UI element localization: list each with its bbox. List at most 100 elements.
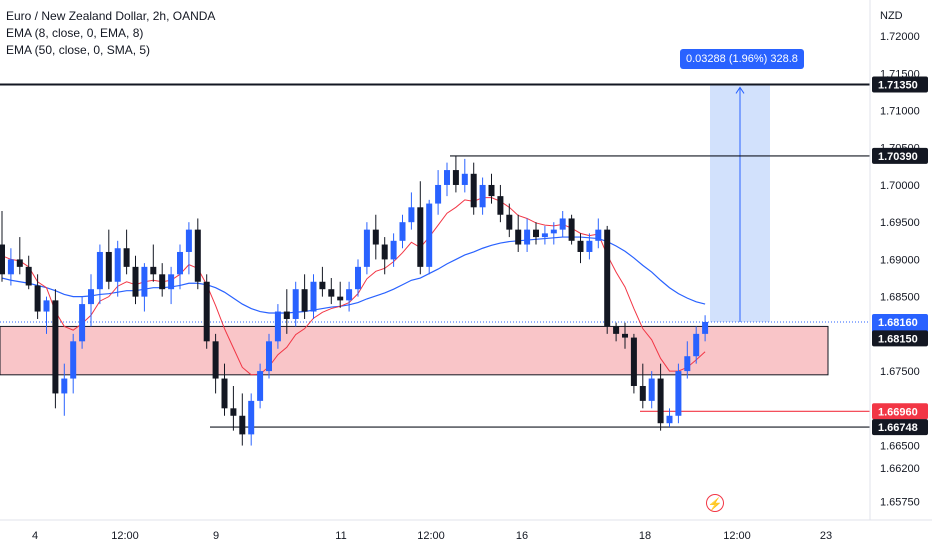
- candle-body: [239, 415, 246, 435]
- candle-body: [328, 289, 335, 297]
- candle-body: [684, 356, 691, 372]
- y-tick-label: 1.66500: [880, 441, 920, 453]
- y-tick-label: 1.69000: [880, 254, 920, 266]
- candle-body: [61, 378, 68, 394]
- chart-legend: Euro / New Zealand Dollar, 2h, OANDA EMA…: [6, 8, 215, 59]
- candle-body: [426, 203, 433, 267]
- candle-body: [168, 274, 175, 290]
- x-tick-label: 4: [32, 530, 38, 542]
- y-tick-label: 1.65750: [880, 496, 920, 508]
- candle-body: [381, 244, 388, 260]
- candle-body: [177, 251, 183, 275]
- price-tag-label: 1.66960: [878, 406, 918, 418]
- candle-body: [292, 289, 299, 319]
- price-tags: 1.713501.703901.6816001:54:191.681501.66…: [872, 76, 928, 436]
- candle-body: [257, 371, 264, 401]
- lightning-icon[interactable]: ⚡: [706, 494, 724, 512]
- candle-body: [123, 248, 130, 267]
- candle-body: [461, 173, 468, 185]
- candle-body: [693, 333, 700, 357]
- candle-body: [248, 400, 255, 435]
- candle-body: [221, 378, 228, 409]
- candle-body: [105, 251, 112, 282]
- candle-body: [355, 266, 361, 290]
- candle-body: [52, 300, 59, 394]
- candle-body: [506, 214, 513, 230]
- candle-body: [515, 229, 522, 245]
- y-tick-label: 1.67500: [880, 366, 920, 378]
- candle-body: [185, 229, 192, 252]
- candle-body: [114, 248, 121, 282]
- candle-body: [613, 326, 620, 334]
- symbol-title[interactable]: Euro / New Zealand Dollar, 2h, OANDA: [6, 9, 216, 23]
- measure-arrowhead: [735, 86, 745, 94]
- candle-body: [266, 341, 272, 372]
- candle-body: [675, 371, 682, 416]
- candle-body: [7, 259, 14, 275]
- y-tick-label: 1.71000: [880, 106, 920, 118]
- candle-body: [702, 321, 709, 334]
- candle-body: [212, 341, 219, 379]
- candle-body: [70, 341, 77, 379]
- candle-body: [657, 378, 664, 424]
- x-tick-label: 12:00: [417, 530, 445, 542]
- indicator-ema-50[interactable]: EMA (50, close, 0, SMA, 5): [6, 43, 151, 57]
- candles: [0, 155, 709, 446]
- candle-body: [34, 285, 41, 312]
- candle-body: [435, 184, 442, 204]
- price-tag-bg: [872, 330, 928, 347]
- x-tick-label: 16: [516, 530, 528, 542]
- candle-body: [310, 281, 317, 312]
- price-tag-bg: [872, 403, 928, 420]
- price-tag-label: 1.71350: [878, 79, 918, 91]
- x-tick-label: 9: [213, 530, 219, 542]
- candle-body: [595, 229, 602, 241]
- candle-body: [604, 229, 611, 327]
- candle-body: [533, 229, 539, 238]
- candle-body: [319, 281, 326, 290]
- candle-body: [88, 289, 94, 305]
- candle-body: [194, 229, 201, 282]
- price-tag-bg: [872, 419, 928, 436]
- candle-body: [346, 289, 353, 301]
- x-tick-label: 12:00: [723, 530, 751, 542]
- candle-body: [568, 218, 575, 241]
- price-tag-bg: [872, 147, 928, 164]
- candle-body: [630, 337, 637, 386]
- candle-body: [390, 240, 397, 260]
- candle-body: [274, 311, 281, 342]
- measure-label: 0.03288 (1.96%) 328.8: [680, 49, 804, 69]
- candle-body: [524, 229, 531, 245]
- candle-body: [230, 408, 237, 416]
- candle-body: [363, 229, 370, 267]
- y-tick-label: 1.72000: [880, 31, 920, 43]
- ema-8-line: [1, 197, 706, 376]
- candle-body: [622, 333, 628, 338]
- candle-body: [203, 281, 210, 342]
- candle-body: [586, 240, 593, 252]
- candle-body: [399, 222, 406, 241]
- time-axis: 4 12:00 9 11 12:00 16 18 12:00 23: [0, 519, 932, 542]
- candle-body: [417, 207, 424, 267]
- indicator-ema-8[interactable]: EMA (8, close, 0, EMA, 8): [6, 26, 144, 40]
- candle-body: [559, 218, 566, 230]
- y-tick-label: 1.70000: [880, 180, 920, 192]
- candle-body: [283, 311, 290, 319]
- x-tick-label: 23: [820, 530, 832, 542]
- candle-body: [550, 229, 557, 234]
- price-tag-label: 1.70390: [878, 151, 918, 163]
- level-lines: [0, 83, 870, 428]
- axis-unit: NZD: [880, 10, 903, 22]
- candle-body: [16, 259, 23, 267]
- y-tick-label: 1.66200: [880, 463, 920, 475]
- x-tick-label: 11: [335, 530, 346, 542]
- candle-body: [488, 184, 495, 197]
- candle-body: [25, 266, 32, 286]
- price-tag-label: 1.68150: [878, 333, 918, 345]
- candle-body: [577, 240, 584, 252]
- candle-body: [159, 274, 166, 290]
- y-tick-label: 1.69500: [880, 217, 920, 229]
- candle-body: [372, 229, 379, 245]
- x-tick-label: 18: [639, 530, 651, 542]
